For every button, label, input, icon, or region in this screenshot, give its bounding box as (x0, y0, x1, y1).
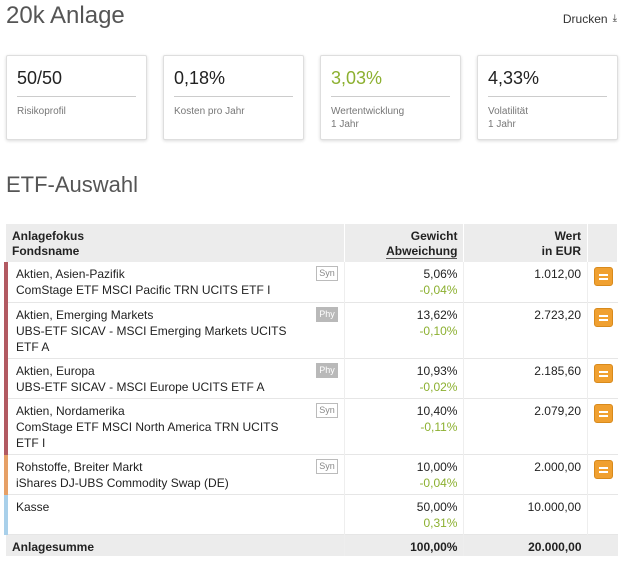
table-row: Aktien, Emerging Markets UBS-ETF SICAV -… (3, 302, 618, 358)
weight-cell: 10,40% -0,11% (343, 398, 464, 454)
fund-focus: Rohstoffe, Breiter Markt (16, 459, 143, 474)
fund-cell: Rohstoffe, Breiter Markt iShares DJ-UBS … (3, 454, 345, 494)
total-value: 20.000,00 (463, 534, 588, 556)
download-icon: ⤓ (612, 13, 617, 24)
page-title: 20k Anlage (6, 2, 125, 29)
table-row: Aktien, Europa UBS-ETF SICAV - MSCI Euro… (3, 358, 618, 398)
section-title: ETF-Auswahl (6, 172, 139, 197)
swap-fund-icon[interactable] (594, 363, 614, 383)
value-cell: 10.000,00 (463, 494, 588, 534)
action-cell (587, 494, 618, 534)
fund-focus: Aktien, Asien-Pazifik (16, 267, 125, 281)
fund-name[interactable]: UBS-ETF SICAV - MSCI Europe UCITS ETF A (16, 379, 265, 394)
table-footer-row: Anlagesumme 100,00% 20.000,00 (6, 534, 618, 556)
swap-fund-icon[interactable] (594, 267, 614, 286)
kpi-value: 50/50 (17, 68, 63, 88)
table-row: Kasse 50,00% 0,31% 10.000,00 (3, 494, 618, 534)
fund-focus: Kasse (16, 499, 50, 514)
column-header-weight[interactable]: Gewicht Abweichung (344, 224, 465, 262)
kpi-label: Kosten pro Jahr (174, 106, 245, 117)
action-cell (587, 262, 618, 302)
fund-focus: Aktien, Europa (16, 363, 95, 378)
kpi-row: 50/50 Risikoprofil 0,18% Kosten pro Jahr… (6, 55, 618, 140)
swap-fund-icon[interactable] (594, 459, 614, 479)
kpi-label: Wertentwicklung 1 Jahr (331, 105, 404, 131)
column-header-value[interactable]: Wert in EUR (463, 224, 589, 262)
table-header-row: Anlagefokus Fondsname Gewicht Abweichung… (6, 224, 618, 262)
fund-name[interactable]: ComStage ETF MSCI Pacific TRN UCITS ETF … (16, 283, 271, 297)
kpi-label: Volatilität 1 Jahr (488, 105, 528, 131)
weight-cell: 5,06% -0,04% (343, 262, 464, 302)
value-cell: 2.079,20 (463, 398, 588, 454)
value-cell: 2.185,60 (463, 358, 588, 398)
divider (17, 96, 136, 97)
weight-cell: 10,93% -0,02% (343, 358, 464, 398)
print-button[interactable]: Drucken ⤓ (563, 12, 617, 26)
replication-badge: Phy (316, 362, 338, 378)
value-cell: 1.012,00 (463, 262, 588, 302)
kpi-value: 0,18% (174, 68, 226, 88)
replication-badge: Phy (316, 306, 338, 322)
fund-name[interactable]: ComStage ETF MSCI North America TRN UCIT… (16, 419, 279, 450)
table-row: Aktien, Nordamerika ComStage ETF MSCI No… (3, 398, 618, 454)
kpi-label-sub: 1 Jahr (331, 119, 359, 130)
divider (488, 96, 607, 97)
fund-cell: Aktien, Nordamerika ComStage ETF MSCI No… (3, 398, 345, 454)
kpi-label: Risikoprofil (17, 106, 66, 117)
kpi-label-sub: 1 Jahr (488, 119, 516, 130)
fund-cell: Aktien, Europa UBS-ETF SICAV - MSCI Euro… (3, 358, 345, 398)
weight-cell: 50,00% 0,31% (343, 494, 464, 534)
table-row: Aktien, Asien-Pazifik ComStage ETF MSCI … (3, 262, 618, 302)
fund-name[interactable]: iShares DJ-UBS Commodity Swap (DE) (16, 475, 229, 490)
replication-badge: Syn (316, 266, 338, 281)
kpi-performance: 3,03% Wertentwicklung 1 Jahr (320, 55, 461, 140)
action-cell (587, 302, 618, 358)
action-cell (587, 358, 618, 398)
action-cell (587, 454, 618, 494)
action-cell (587, 398, 618, 454)
print-label: Drucken (562, 12, 608, 26)
value-cell: 2.000,00 (463, 454, 588, 494)
kpi-value: 3,03% (331, 68, 383, 88)
fund-focus: Aktien, Nordamerika (16, 403, 125, 418)
fund-cell: Aktien, Emerging Markets UBS-ETF SICAV -… (3, 302, 345, 358)
fund-cell: Kasse (3, 494, 345, 534)
kpi-label-main: Volatilität (488, 106, 529, 117)
kpi-costs: 0,18% Kosten pro Jahr (163, 55, 304, 140)
table-row: Rohstoffe, Breiter Markt iShares DJ-UBS … (3, 454, 618, 494)
total-weight: 100,00% (343, 534, 464, 556)
divider (174, 96, 293, 97)
replication-badge: Syn (316, 402, 338, 418)
swap-fund-icon[interactable] (594, 307, 614, 327)
fund-name[interactable]: UBS-ETF SICAV - MSCI Emerging Markets UC… (16, 323, 287, 354)
fund-cell: Aktien, Asien-Pazifik ComStage ETF MSCI … (3, 262, 345, 302)
value-cell: 2.723,20 (463, 302, 588, 358)
kpi-value: 4,33% (488, 68, 540, 88)
kpi-label-main: Wertentwicklung (331, 106, 405, 117)
column-header-focus[interactable]: Anlagefokus Fondsname (6, 224, 345, 262)
column-header-actions (587, 224, 618, 262)
kpi-volatility: 4,33% Volatilität 1 Jahr (477, 55, 618, 140)
swap-fund-icon[interactable] (594, 403, 614, 423)
etf-table: Anlagefokus Fondsname Gewicht Abweichung… (3, 224, 618, 556)
kpi-risk-profile: 50/50 Risikoprofil (6, 55, 147, 140)
divider (331, 96, 450, 97)
weight-cell: 13,62% -0,10% (343, 302, 464, 358)
replication-badge: Syn (316, 458, 338, 474)
weight-cell: 10,00% -0,04% (343, 454, 464, 494)
fund-focus: Aktien, Emerging Markets (16, 307, 154, 322)
total-label: Anlagesumme (12, 539, 95, 554)
